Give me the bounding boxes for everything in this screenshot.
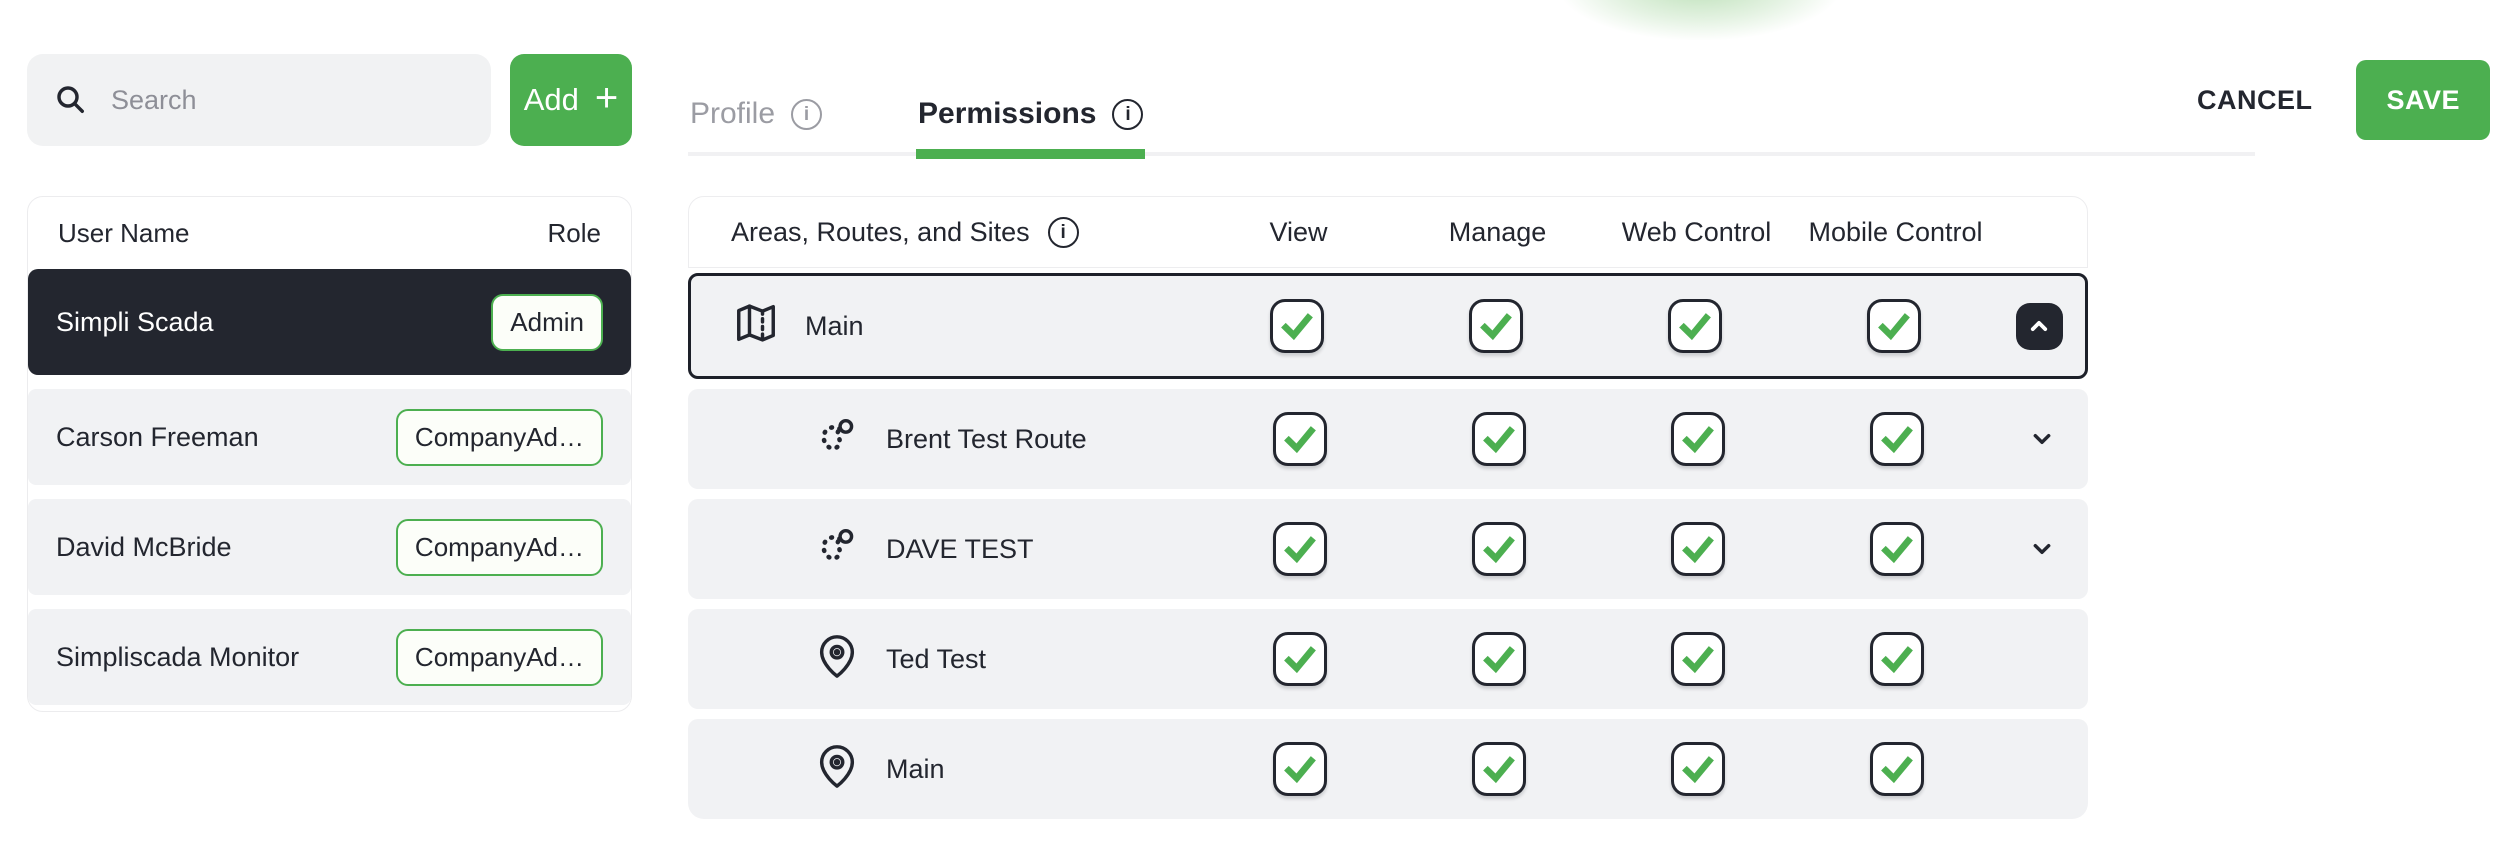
user-name: Carson Freeman (56, 421, 259, 452)
search-input[interactable] (111, 84, 465, 116)
role-badge: CompanyAd… (395, 628, 603, 686)
web-control-checkbox[interactable] (1667, 299, 1722, 353)
save-button[interactable]: SAVE (2356, 60, 2490, 140)
web-control-checkbox[interactable] (1670, 742, 1725, 796)
web-control-checkbox[interactable] (1670, 412, 1725, 466)
user-row[interactable]: Simpli Scada Admin (28, 269, 631, 375)
user-list-header: User Name Role (28, 197, 631, 269)
pin-icon (814, 633, 860, 686)
permission-row[interactable]: Main (688, 273, 2088, 379)
manage-checkbox[interactable] (1471, 742, 1526, 796)
mobile-control-checkbox[interactable] (1866, 299, 1921, 353)
form-actions: CANCEL SAVE (2197, 60, 2490, 140)
green-glow-decoration (1560, 0, 1840, 40)
manage-checkbox[interactable] (1471, 522, 1526, 576)
view-checkbox[interactable] (1272, 522, 1327, 576)
role-badge: CompanyAd… (395, 408, 603, 466)
tab-profile[interactable]: Profile i (688, 58, 824, 152)
chevron-down-icon[interactable] (2026, 533, 2058, 565)
permission-row[interactable]: DAVE TEST (688, 499, 2088, 599)
info-icon[interactable]: i (791, 98, 823, 130)
permission-row-label: Brent Test Route (886, 423, 1087, 454)
permission-row[interactable]: Ted Test (688, 609, 2088, 709)
user-name: David McBride (56, 531, 232, 562)
route-icon (814, 523, 860, 576)
cancel-button[interactable]: CANCEL (2196, 84, 2313, 115)
permission-row-label: DAVE TEST (886, 533, 1034, 564)
manage-checkbox[interactable] (1471, 412, 1526, 466)
web-control-checkbox[interactable] (1670, 632, 1725, 686)
tab-profile-label: Profile (690, 97, 776, 130)
permissions-table-header: Areas, Routes, and Sites i View Manage W… (688, 196, 2088, 268)
info-icon[interactable]: i (1047, 216, 1079, 248)
role-badge: Admin (491, 293, 603, 351)
mobile-control-checkbox[interactable] (1869, 632, 1924, 686)
mobile-control-checkbox[interactable] (1869, 742, 1924, 796)
route-icon (814, 413, 860, 466)
plus-icon: + (594, 76, 619, 120)
chevron-up-icon (2024, 311, 2054, 341)
areas-routes-sites-header: Areas, Routes, and Sites (731, 216, 1030, 247)
permission-row-label: Main (886, 753, 945, 784)
mobile-control-column-header: Mobile Control (1808, 216, 1983, 247)
role-column-header: Role (547, 217, 601, 248)
tabs-bar: Profile i Permissions i (688, 58, 2255, 159)
active-tab-underline (916, 149, 1146, 159)
permission-row-label: Main (805, 310, 864, 341)
permission-row[interactable]: Brent Test Route (688, 389, 2088, 489)
manage-column-header: Manage (1448, 216, 1547, 247)
view-checkbox[interactable] (1272, 412, 1327, 466)
web-control-column-header: Web Control (1621, 216, 1772, 247)
user-list: Simpli Scada Admin Carson Freeman Compan… (28, 269, 631, 705)
permissions-table: Areas, Routes, and Sites i View Manage W… (688, 196, 2088, 819)
manage-checkbox[interactable] (1468, 299, 1523, 353)
map-icon (733, 300, 779, 353)
mobile-control-checkbox[interactable] (1869, 412, 1924, 466)
user-name-column-header: User Name (58, 217, 190, 248)
search-box[interactable] (27, 54, 491, 146)
user-name: Simpli Scada (56, 306, 214, 337)
manage-checkbox[interactable] (1471, 632, 1526, 686)
permission-row-label: Ted Test (886, 643, 987, 674)
user-row[interactable]: David McBride CompanyAd… (28, 499, 631, 595)
tab-permissions-label: Permissions (918, 97, 1097, 130)
collapse-row-button[interactable] (2015, 302, 2063, 350)
tab-permissions[interactable]: Permissions i (916, 58, 1146, 159)
permission-row[interactable]: Main (688, 719, 2088, 819)
info-icon[interactable]: i (1112, 98, 1144, 130)
role-badge: CompanyAd… (395, 518, 603, 576)
add-button-label: Add (523, 82, 579, 117)
web-control-checkbox[interactable] (1670, 522, 1725, 576)
add-user-button[interactable]: Add + (510, 54, 632, 146)
search-icon (57, 86, 84, 113)
mobile-control-checkbox[interactable] (1869, 522, 1924, 576)
view-checkbox[interactable] (1272, 632, 1327, 686)
chevron-down-icon[interactable] (2026, 423, 2058, 455)
user-row[interactable]: Simpliscada Monitor CompanyAd… (28, 609, 631, 705)
user-list-card: User Name Role Simpli Scada Admin Carson… (27, 196, 632, 712)
user-name: Simpliscada Monitor (56, 641, 300, 672)
user-panel: Add + User Name Role Simpli Scada Admin … (27, 54, 632, 712)
view-checkbox[interactable] (1269, 299, 1324, 353)
user-row[interactable]: Carson Freeman CompanyAd… (28, 389, 631, 485)
permissions-rows: Main Brent Test Route DAVE TEST Ted Test… (688, 273, 2088, 819)
view-column-header: View (1269, 216, 1328, 247)
pin-icon (814, 743, 860, 796)
view-checkbox[interactable] (1272, 742, 1327, 796)
